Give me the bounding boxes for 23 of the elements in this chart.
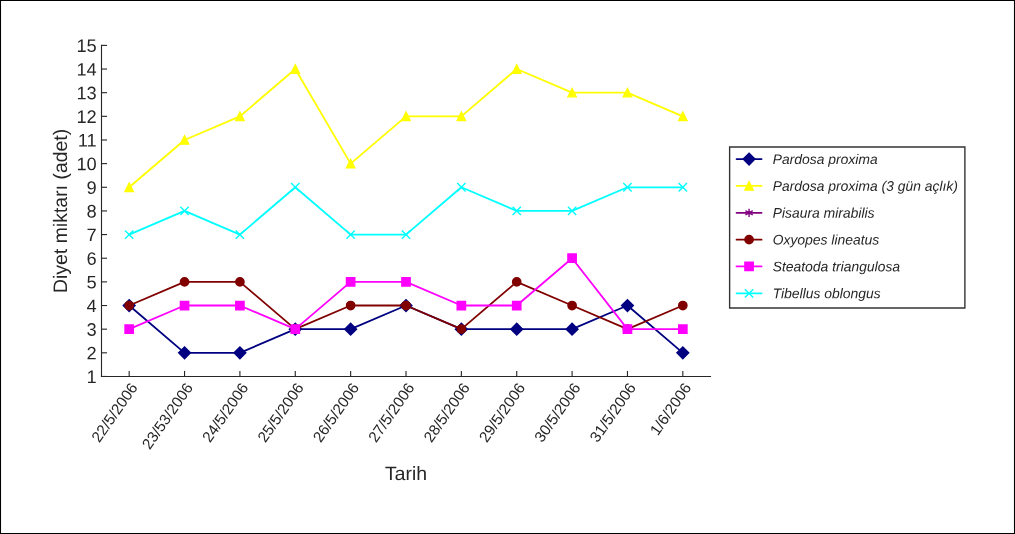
y-tick-label: 10 (77, 157, 96, 171)
legend-label: Pardosa proxima (3 gün açlık) (773, 180, 958, 194)
y-tick-label: 1 (87, 370, 96, 384)
y-tick-label: 6 (87, 252, 96, 265)
y-tick-label: 4 (87, 299, 97, 313)
y-tick-label: 3 (87, 323, 96, 336)
legend-label: Steatoda triangulosa (773, 261, 900, 275)
y-tick-label: 13 (77, 86, 96, 100)
legend-label: Tibellus oblongus (773, 288, 881, 302)
legend-label: Oxyopes lineatus (773, 234, 879, 248)
y-tick-label: 12 (77, 110, 96, 123)
x-axis-title: Tarih (385, 466, 426, 481)
y-tick-label: 2 (87, 346, 96, 360)
y-axis-title: Diyet miktarı (adet) (52, 130, 71, 292)
y-tick-label: 7 (87, 228, 96, 242)
y-tick-label: 5 (87, 276, 96, 289)
y-tick-label: 11 (79, 134, 96, 147)
y-tick-label: 9 (87, 181, 96, 194)
legend-label: Pisaura mirabilis (773, 207, 875, 218)
y-tick-label: 8 (87, 204, 96, 218)
y-tick-label: 14 (77, 63, 97, 76)
y-tick-label: 15 (77, 39, 96, 53)
legend-label: Pardosa proxima (773, 153, 878, 167)
